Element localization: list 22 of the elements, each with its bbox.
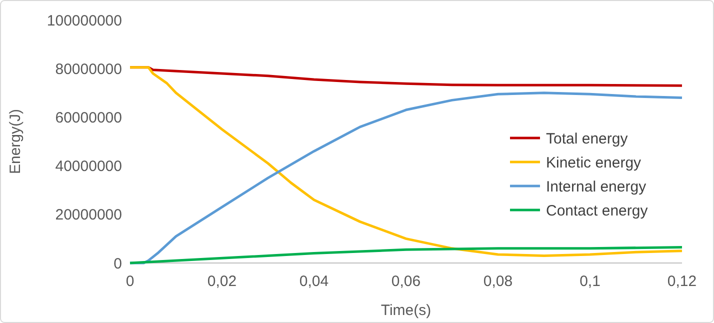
y-axis-title: Energy(J) — [7, 108, 24, 174]
x-axis-title: Time(s) — [380, 302, 432, 319]
x-tick-label: 0,02 — [207, 273, 237, 290]
line-series — [128, 66, 684, 257]
x-tick-label: 0,08 — [483, 273, 513, 290]
y-tick-label: 80000000 — [55, 60, 122, 78]
y-tick-label: 60000000 — [55, 109, 122, 126]
legend-label: Kinetic energy — [546, 154, 642, 172]
x-tick-label: 0 — [126, 273, 134, 290]
legend-label: Total energy — [546, 130, 628, 148]
x-tick-label: 0,04 — [299, 273, 329, 290]
y-tick-label: 0 — [114, 255, 122, 272]
line-series — [128, 92, 684, 264]
line-series — [128, 246, 684, 264]
y-tick-label: 20000000 — [55, 206, 122, 224]
legend-label: Contact energy — [546, 202, 648, 220]
y-tick-label: 100000000 — [46, 12, 122, 30]
y-tick-label: 40000000 — [55, 158, 122, 176]
x-tick-label: 0,1 — [580, 273, 600, 290]
x-tick-label: 0,06 — [391, 273, 421, 290]
legend-label: Internal energy — [546, 178, 647, 196]
x-tick-label: 0,12 — [667, 273, 697, 290]
